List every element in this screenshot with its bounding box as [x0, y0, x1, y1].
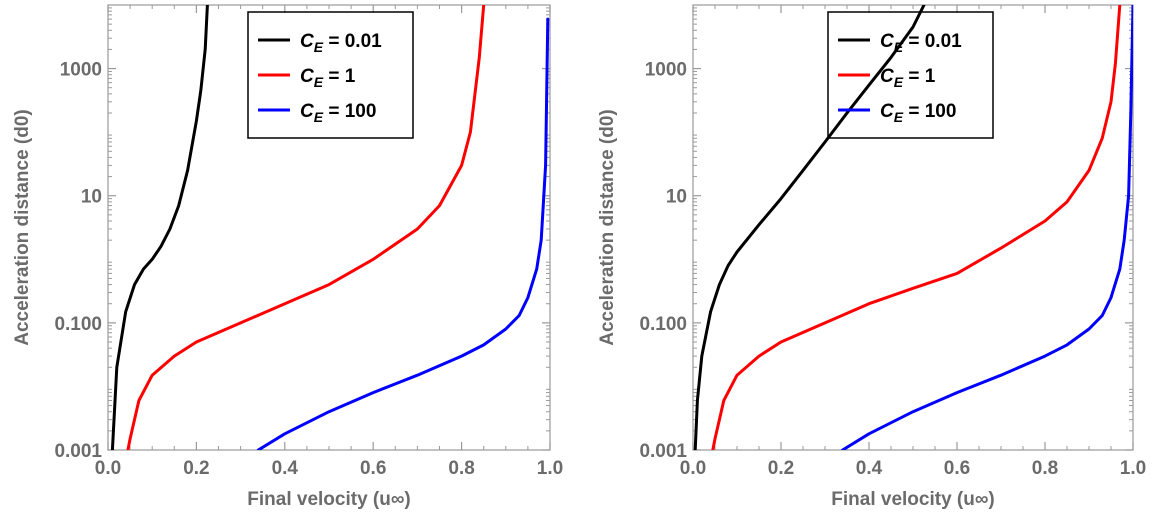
legend-label: CE = 1	[880, 66, 936, 90]
legend-label: CE = 100	[300, 101, 376, 125]
legend-label: CE = 0.01	[880, 31, 962, 55]
y-tick-label: 0.001	[639, 441, 687, 462]
x-axis-label: Final velocity (u∞)	[831, 489, 994, 510]
y-axis-label: Acceleration distance (d0)	[12, 109, 33, 346]
x-tick-label: 0.6	[360, 458, 386, 479]
series-line-1	[126, 5, 486, 450]
y-tick-label: 0.001	[54, 441, 102, 462]
series-line-0	[693, 5, 926, 450]
x-tick-label: 0.0	[95, 458, 121, 479]
series-line-2	[256, 17, 550, 450]
legend-box	[247, 11, 414, 139]
legend-box	[827, 11, 994, 139]
legend: CE = 0.01 CE = 1 CE = 100	[827, 11, 994, 139]
x-tick-label: 1.0	[1120, 458, 1146, 479]
x-tick-label: 0.4	[856, 458, 883, 479]
legend-label: CE = 100	[880, 101, 956, 125]
y-tick-label: 1000	[645, 60, 687, 81]
x-tick-label: 0.8	[448, 458, 474, 479]
x-tick-label: 0.2	[183, 458, 209, 479]
x-tick-label: 0.0	[680, 458, 706, 479]
x-tick-label: 0.8	[1032, 458, 1058, 479]
y-tick-label: 0.100	[54, 314, 102, 335]
series-line-0	[110, 5, 209, 450]
y-tick-label: 1000	[60, 60, 102, 81]
y-tick-label: 10	[666, 187, 687, 208]
legend-label: CE = 1	[300, 66, 356, 90]
right-panel: 0.001 0.100 10 1000 0.0 0.2 0.4 0.6 0.8 1.0 Final …	[597, 4, 1146, 510]
x-axis-label: Final velocity (u∞)	[247, 489, 410, 510]
legend-label: CE = 0.01	[300, 31, 382, 55]
series-line-2	[841, 5, 1133, 450]
series-line-1	[711, 5, 1122, 450]
left-panel: 0.001 0.100 10 1000 0.0 0.2 0.4 0.6 0.8 1.0 Final …	[12, 4, 563, 510]
y-tick-label: 10	[81, 187, 102, 208]
y-tick-label: 0.100	[639, 314, 687, 335]
x-tick-label: 0.4	[272, 458, 299, 479]
x-tick-label: 0.6	[944, 458, 970, 479]
x-tick-label: 1.0	[537, 458, 563, 479]
y-axis-label: Acceleration distance (d0)	[597, 109, 618, 346]
legend: CE = 0.01 CE = 1 CE = 100	[247, 11, 414, 139]
x-tick-label: 0.2	[768, 458, 794, 479]
